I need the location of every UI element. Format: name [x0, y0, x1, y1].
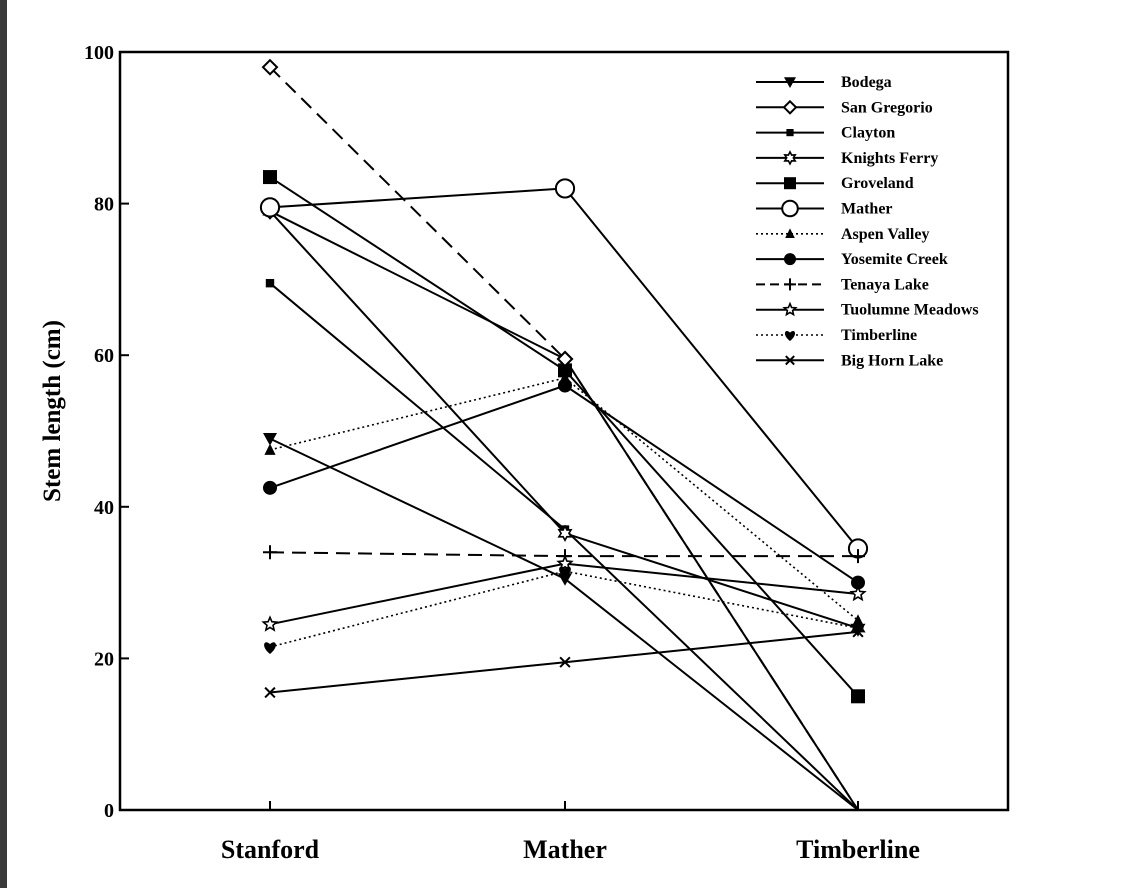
x-axis: Stanford Mather Timberline	[221, 801, 920, 864]
series-unlabeled-12	[261, 58, 859, 811]
legend-label: Mather	[841, 201, 893, 218]
legend-item: Clayton	[756, 125, 895, 142]
legend-label: San Gregorio	[841, 99, 933, 116]
series-big-horn-lake	[264, 626, 864, 699]
y-tick-label: 0	[104, 800, 114, 822]
data-point	[851, 689, 865, 704]
data-point	[261, 58, 279, 76]
data-point	[849, 584, 867, 602]
series-line	[269, 210, 859, 811]
data-point	[852, 614, 864, 626]
y-tick-label: 60	[94, 345, 114, 367]
legend-item: Aspen Valley	[756, 226, 929, 243]
x-tick-label: Mather	[523, 835, 607, 864]
data-point	[785, 355, 795, 366]
data-point	[263, 480, 277, 495]
x-tick-label: Timberline	[796, 835, 920, 864]
legend-item: San Gregorio	[756, 99, 933, 116]
legend-item: Timberline	[756, 327, 917, 344]
legend-label: Knights Ferry	[841, 150, 938, 167]
data-point	[264, 642, 276, 655]
data-point	[558, 378, 572, 393]
data-point	[263, 170, 277, 185]
y-tick-label: 40	[94, 497, 114, 519]
series-mather	[259, 178, 869, 559]
legend-label: Big Horn Lake	[841, 352, 943, 369]
legend-label: Tuolumne Meadows	[841, 302, 979, 319]
legend: Bodega San Gregorio Clayton Knights Ferry Gr…	[756, 74, 979, 369]
data-point	[263, 432, 277, 446]
data-point	[261, 615, 279, 632]
legend-item: Groveland	[756, 175, 914, 192]
data-point	[259, 197, 281, 218]
data-point	[558, 363, 572, 378]
data-point	[852, 626, 864, 638]
data-point	[851, 575, 865, 590]
data-point	[785, 228, 795, 238]
series-layer	[259, 58, 869, 811]
legend-label: Aspen Valley	[841, 226, 929, 243]
data-point	[782, 99, 798, 115]
data-point	[786, 129, 794, 137]
data-point	[265, 278, 275, 288]
series-san-gregorio	[261, 202, 859, 811]
data-point	[784, 278, 796, 291]
legend-item: Bodega	[756, 74, 892, 91]
legend-label: Bodega	[841, 74, 892, 91]
legend-item: Knights Ferry	[756, 150, 938, 167]
legend-label: Clayton	[841, 125, 895, 142]
data-point	[264, 686, 276, 699]
legend-label: Tenaya Lake	[841, 276, 929, 293]
series-aspen-valley	[264, 371, 864, 626]
data-point	[784, 77, 796, 88]
legend-item: Tuolumne Meadows	[756, 301, 979, 319]
legend-label: Groveland	[841, 175, 914, 192]
data-point	[559, 566, 571, 579]
legend-item: Mather	[756, 199, 893, 218]
data-point	[557, 524, 573, 543]
legend-label: Timberline	[841, 327, 917, 344]
y-axis-label: Stem length (cm)	[39, 320, 66, 502]
y-axis: 0 20 40 60 80 100	[84, 42, 129, 822]
data-point	[556, 350, 574, 368]
y-tick-label: 20	[94, 648, 114, 670]
x-tick-label: Stanford	[221, 835, 320, 864]
data-point	[559, 656, 571, 668]
data-point	[263, 545, 277, 560]
data-point	[784, 330, 796, 341]
series-groveland	[263, 170, 865, 704]
y-tick-label: 100	[84, 42, 114, 64]
data-point	[264, 443, 276, 455]
series-tuolumne-meadows	[261, 554, 867, 632]
series-line	[269, 66, 859, 811]
data-point	[851, 549, 865, 564]
data-point	[782, 301, 798, 317]
legend-item: Tenaya Lake	[756, 276, 929, 293]
series-bodega	[263, 432, 859, 811]
data-point	[784, 253, 796, 266]
series-line	[269, 377, 859, 622]
legend-item: Big Horn Lake	[756, 352, 943, 369]
legend-label: Yosemite Creek	[841, 251, 948, 268]
data-point	[556, 554, 574, 571]
data-point	[783, 150, 797, 166]
data-point	[554, 178, 576, 199]
series-line	[269, 570, 859, 648]
data-point	[784, 177, 796, 190]
data-point	[781, 199, 799, 218]
legend-item: Yosemite Creek	[756, 251, 948, 268]
window-edge	[0, 0, 7, 888]
series-yosemite-creek	[263, 378, 865, 590]
y-tick-label: 80	[94, 194, 114, 216]
data-point	[558, 573, 572, 586]
